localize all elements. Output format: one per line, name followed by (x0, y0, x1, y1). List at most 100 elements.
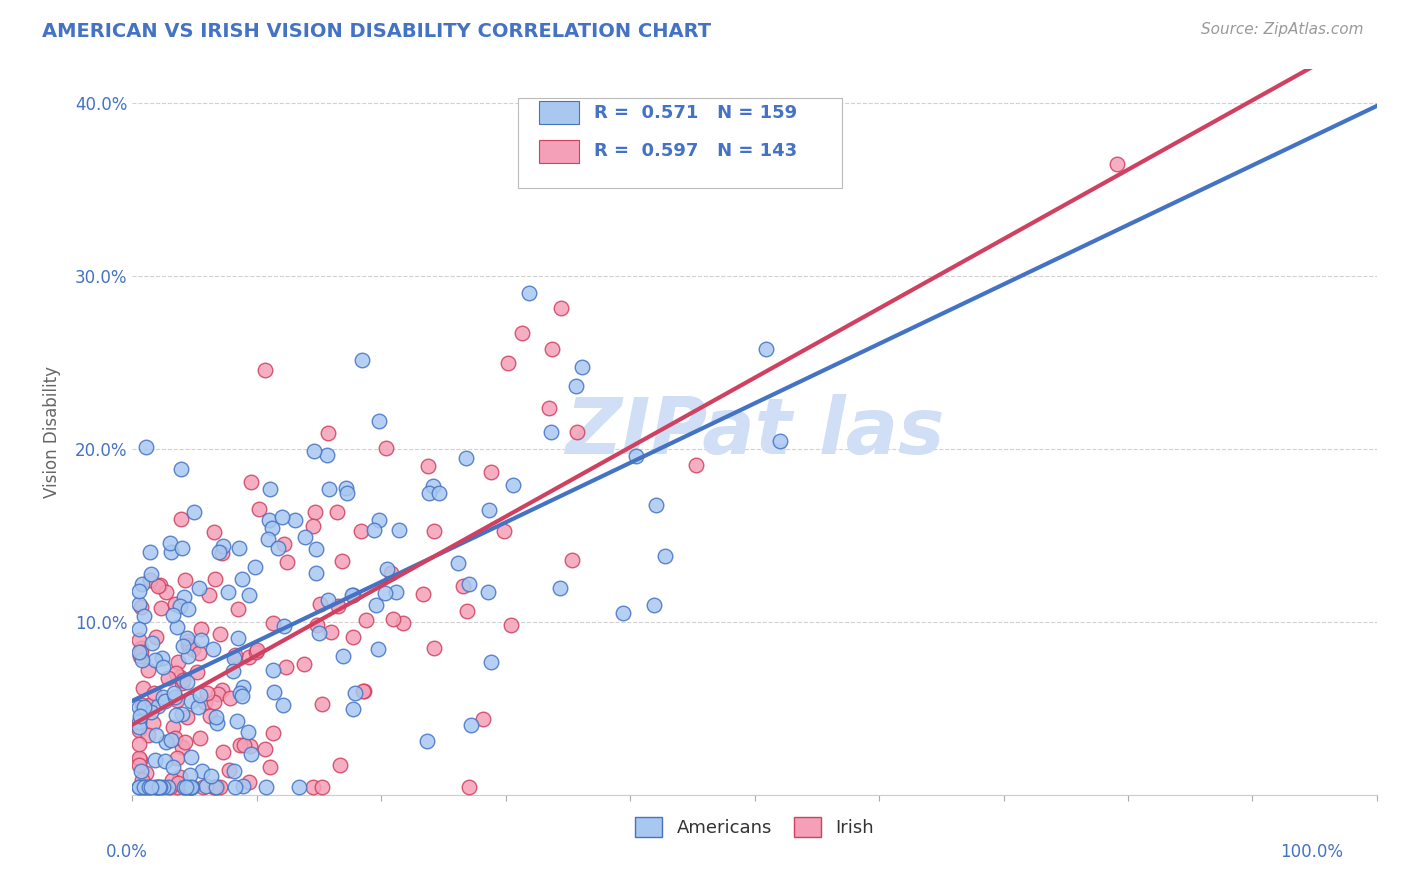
Point (146, 780, 169, 794)
Point (202, 780, 225, 794)
Text: Source: ZipAtlas.com: Source: ZipAtlas.com (1201, 22, 1364, 37)
Point (146, 698, 169, 713)
Point (131, 698, 153, 712)
Point (224, 764, 246, 778)
Point (288, 780, 311, 794)
Point (162, 760, 184, 774)
Point (136, 663, 159, 677)
Point (180, 780, 202, 794)
Point (294, 657, 316, 671)
Point (284, 513, 307, 527)
Point (302, 780, 325, 794)
Point (163, 686, 186, 700)
Point (204, 572, 226, 586)
Text: AMERICAN VS IRISH VISION DISABILITY CORRELATION CHART: AMERICAN VS IRISH VISION DISABILITY CORR… (42, 22, 711, 41)
Point (550, 301, 572, 316)
Point (141, 566, 163, 581)
Point (155, 735, 177, 749)
Point (412, 586, 434, 600)
Point (231, 689, 253, 703)
Point (356, 613, 378, 627)
Point (142, 715, 165, 730)
Point (166, 750, 188, 764)
Point (392, 615, 415, 630)
Point (181, 642, 204, 657)
Point (128, 720, 150, 734)
Point (422, 524, 444, 539)
Point (456, 604, 478, 618)
Point (249, 501, 271, 516)
Point (375, 562, 398, 576)
Point (131, 653, 153, 667)
Point (128, 645, 150, 659)
Point (157, 672, 180, 686)
Point (176, 675, 198, 690)
Point (128, 715, 150, 730)
Point (643, 599, 665, 613)
Point (228, 541, 250, 555)
Point (363, 523, 385, 537)
Point (170, 739, 193, 754)
Point (128, 758, 150, 772)
Point (176, 638, 198, 652)
Point (150, 651, 173, 665)
Point (128, 723, 150, 738)
Point (132, 609, 155, 624)
Point (262, 663, 284, 677)
Point (232, 739, 254, 753)
Point (204, 525, 226, 540)
Point (344, 686, 367, 700)
Point (150, 601, 173, 615)
Point (457, 577, 479, 591)
Point (180, 780, 202, 794)
Point (208, 544, 231, 558)
Point (219, 691, 242, 706)
Point (302, 443, 325, 458)
Point (187, 700, 209, 714)
Point (188, 688, 211, 702)
Point (301, 519, 323, 533)
Point (259, 760, 281, 774)
Point (204, 780, 226, 794)
Point (565, 425, 588, 439)
Point (451, 579, 474, 593)
Point (173, 780, 195, 794)
Point (229, 686, 252, 700)
Point (257, 532, 280, 546)
Point (253, 742, 276, 756)
Point (205, 780, 228, 794)
Point (202, 641, 225, 656)
Point (160, 545, 183, 559)
Point (232, 681, 254, 695)
Point (538, 401, 561, 416)
Point (254, 363, 277, 377)
Point (128, 780, 150, 794)
Point (129, 753, 152, 767)
Point (326, 599, 349, 613)
Point (187, 646, 209, 660)
Point (152, 690, 174, 704)
Point (155, 584, 177, 599)
Point (259, 482, 281, 496)
Point (166, 620, 188, 634)
Point (561, 553, 583, 567)
Point (1107, 157, 1129, 171)
Point (170, 512, 193, 526)
Point (367, 642, 389, 657)
Point (510, 326, 533, 340)
Point (180, 693, 202, 707)
Text: R =  0.571   N = 159: R = 0.571 N = 159 (595, 103, 797, 122)
Point (276, 555, 298, 569)
Point (159, 536, 181, 550)
Point (238, 588, 260, 602)
Point (166, 780, 188, 794)
Point (685, 458, 707, 473)
Point (307, 618, 329, 632)
Point (169, 670, 191, 684)
Y-axis label: Vision Disability: Vision Disability (44, 366, 60, 498)
Point (208, 780, 231, 794)
Point (183, 505, 205, 519)
Point (329, 757, 352, 772)
Point (257, 513, 280, 527)
Point (166, 693, 188, 707)
